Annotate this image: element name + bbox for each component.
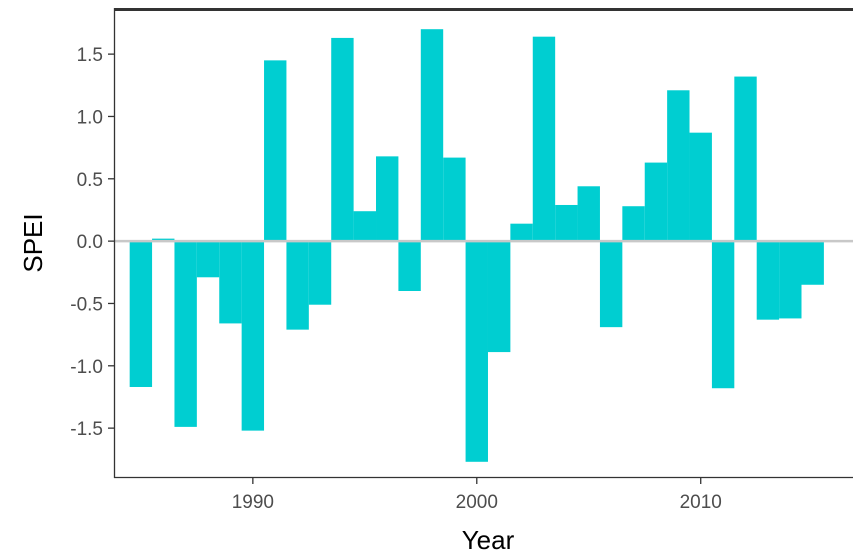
bar-2005	[577, 186, 600, 242]
bar-1990	[241, 241, 265, 431]
y-tick-label: -0.5	[70, 294, 103, 315]
bar-2012	[734, 76, 757, 242]
bar-2010	[689, 132, 712, 242]
bar-1992	[286, 241, 309, 330]
y-tick-label: -1.0	[70, 357, 103, 378]
bar-1998	[420, 29, 444, 242]
bar-1999	[443, 157, 466, 242]
y-tick-label: 1.5	[77, 45, 103, 66]
bar-1997	[398, 241, 421, 291]
bar-2002	[510, 223, 533, 242]
bar-1987	[174, 241, 197, 427]
x-tick-label: 1990	[232, 492, 274, 513]
bar-2014	[779, 241, 802, 319]
bar-2004	[555, 204, 578, 242]
bar-2007	[622, 206, 645, 242]
bar-2000	[465, 241, 488, 462]
y-tick-label: -1.5	[70, 419, 103, 440]
bar-1985	[129, 241, 153, 387]
y-tick-label: 0.0	[77, 232, 103, 253]
x-axis-title: Year	[462, 525, 515, 551]
bar-2001	[487, 241, 511, 353]
x-tick-label: 2010	[680, 492, 722, 513]
y-tick-label: 1.0	[77, 107, 103, 128]
y-axis: -1.5 -1.0 -0.5 0.0 0.5 1.0 1.5	[70, 45, 114, 440]
bar-2008	[644, 162, 668, 242]
bar-1996	[376, 156, 399, 242]
bar-1995	[353, 211, 377, 242]
bar-2009	[667, 90, 690, 242]
bar-1989	[219, 241, 242, 324]
bar-2015	[801, 241, 824, 285]
bar-2011	[711, 241, 735, 389]
bar-1988	[196, 241, 220, 278]
bar-2013	[756, 241, 780, 320]
y-tick-label: 0.5	[77, 170, 103, 191]
bar-1991	[264, 60, 287, 242]
bar-1993	[308, 241, 332, 305]
bar-1994	[331, 37, 354, 242]
x-tick-label: 2000	[456, 492, 498, 513]
bar-2003	[532, 36, 556, 242]
x-axis: 1990 2000 2010	[232, 478, 722, 513]
y-axis-title: SPEI	[18, 213, 48, 272]
bars-layer	[129, 29, 824, 462]
bar-2006	[599, 241, 623, 328]
